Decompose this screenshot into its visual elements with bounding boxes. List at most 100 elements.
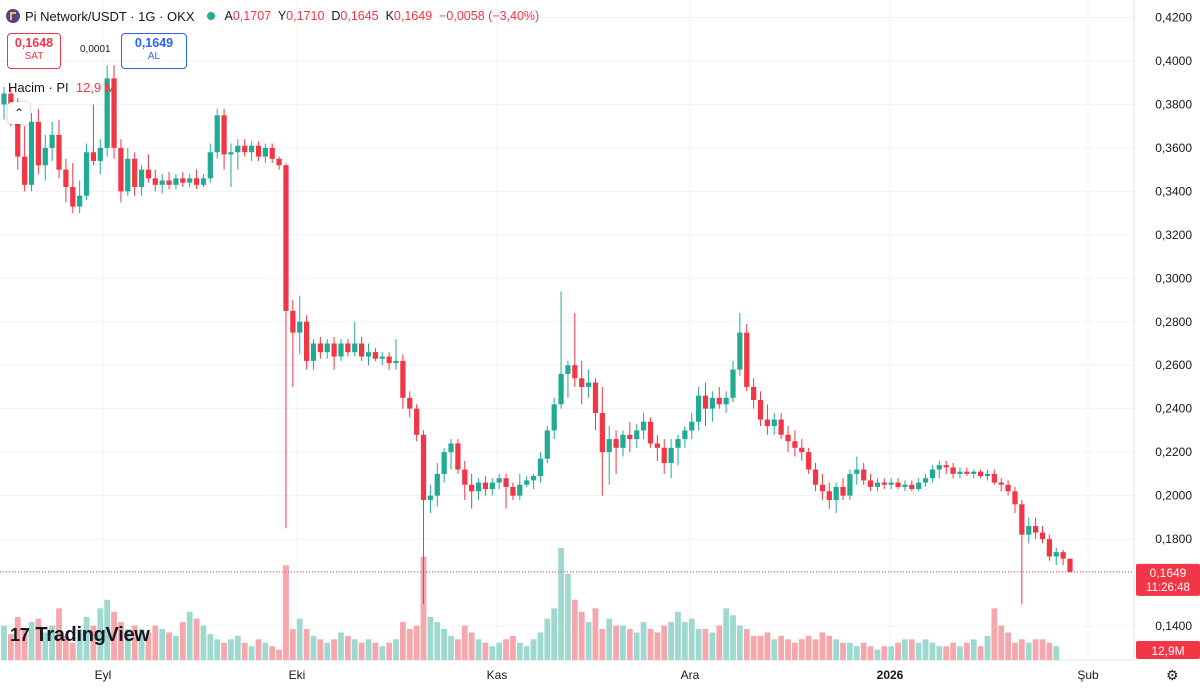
candle-body — [744, 332, 750, 387]
candle-body — [971, 471, 977, 474]
candle-body — [310, 343, 317, 361]
volume-bar — [565, 573, 571, 660]
time-axis-label: Şub — [1077, 668, 1099, 682]
candle-body — [902, 484, 908, 487]
candle-body — [551, 404, 557, 431]
volume-bar — [853, 646, 860, 660]
candle-body — [70, 187, 76, 207]
volume-bar — [681, 622, 688, 660]
ohlc-values: A0,1707 Y0,1710 D0,1645 K0,1649 −0,0058 … — [225, 9, 540, 23]
candle-body — [922, 478, 929, 483]
symbol-title[interactable]: Pi Network/USDT · 1G · OKX — [25, 8, 195, 24]
volume-bar — [1046, 642, 1053, 660]
candle-body — [255, 145, 262, 157]
candle-body — [565, 365, 571, 374]
volume-bar — [63, 635, 69, 660]
candle-body — [77, 195, 83, 207]
candle-body — [826, 491, 832, 500]
volume-bar — [957, 646, 963, 660]
volume-bar — [111, 611, 117, 660]
volume-bar — [427, 616, 434, 660]
candle-body — [585, 382, 592, 387]
low-value: 0,1645 — [340, 9, 379, 23]
candle-body — [682, 430, 688, 440]
candle-body — [63, 169, 69, 188]
volume-bar — [620, 625, 626, 660]
gear-icon[interactable]: ⚙ — [1166, 667, 1179, 683]
candle-body — [627, 434, 633, 440]
candle-body — [352, 343, 358, 353]
candle-body — [152, 178, 158, 185]
volume-bar — [475, 639, 482, 660]
volume-bar — [881, 646, 888, 660]
candle-body — [854, 469, 860, 474]
low-label: D — [331, 9, 341, 23]
candle-body — [1060, 552, 1066, 559]
volume-bar — [943, 646, 950, 660]
candle-countdown-label: 11:26:48 — [1146, 582, 1190, 594]
volume-bar — [179, 622, 186, 660]
candle-body — [874, 482, 881, 487]
candle-body — [579, 378, 585, 387]
buy-button[interactable]: 0,1649 AL — [121, 33, 187, 69]
price-tick-label: 0,3600 — [1155, 141, 1192, 155]
candle-body — [943, 465, 949, 468]
candle-body — [221, 115, 227, 155]
candle-body — [799, 447, 805, 453]
candle-body — [111, 78, 117, 148]
volume-bar — [723, 608, 730, 660]
volume-bar — [922, 639, 929, 660]
candle-body — [620, 434, 626, 448]
candle-body — [771, 419, 777, 427]
volume-bar — [344, 635, 351, 660]
volume-bar — [104, 599, 111, 660]
price-tick-label: 0,1800 — [1155, 532, 1192, 546]
candle-body — [723, 397, 729, 405]
volume-bar — [372, 642, 379, 660]
candle-body — [407, 397, 413, 409]
tradingview-mark-icon: 17 — [10, 625, 30, 645]
candle-body — [964, 471, 970, 474]
chevron-up-icon: ⌃ — [13, 106, 25, 120]
candle-body — [840, 486, 846, 496]
volume-bar — [915, 642, 922, 660]
volume-bar — [441, 628, 448, 660]
open-label: A — [224, 9, 233, 23]
candle-body — [138, 169, 145, 188]
volume-bar — [516, 642, 523, 660]
candle-body — [1046, 539, 1052, 557]
candle-body — [297, 321, 303, 333]
volume-bar — [578, 611, 585, 660]
volume-bar — [888, 646, 895, 660]
volume-bar — [159, 628, 166, 660]
candle-body — [42, 147, 48, 166]
volume-bar — [743, 628, 750, 660]
candle-body — [1, 93, 7, 105]
volume-bar — [668, 622, 674, 660]
volume-bar — [771, 639, 778, 660]
candle-body — [393, 360, 399, 364]
volume-bar — [874, 649, 881, 660]
candle-body — [427, 495, 434, 500]
volume-bar — [365, 639, 372, 660]
candle-body — [847, 473, 853, 496]
candle-body — [751, 386, 757, 400]
tradingview-logo[interactable]: 17 TradingView — [10, 624, 150, 647]
volume-bar — [599, 628, 606, 660]
volume-bar — [963, 642, 970, 660]
volume-bar — [1, 625, 7, 660]
candle-body — [159, 180, 165, 185]
candle-body — [1019, 504, 1025, 535]
volume-bar — [200, 625, 207, 660]
volume-indicator-legend[interactable]: Hacim · PI 12,9 M — [8, 80, 116, 95]
sell-button[interactable]: 0,1648 SAT — [7, 33, 61, 69]
volume-bar — [984, 635, 991, 660]
collapse-legend-button[interactable]: ⌃ — [8, 102, 30, 124]
volume-bar — [28, 622, 35, 660]
candle-body — [132, 158, 138, 188]
volume-bar — [1032, 639, 1039, 660]
volume-bar — [785, 639, 791, 660]
candle-body — [187, 178, 193, 183]
